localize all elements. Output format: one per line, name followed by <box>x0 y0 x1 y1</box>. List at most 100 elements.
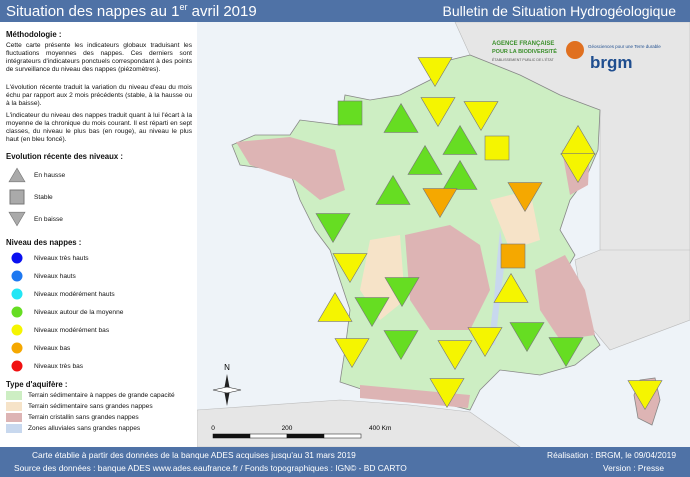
footer: Carte établie à partir des données de la… <box>0 447 690 477</box>
legend-symbol <box>11 342 23 354</box>
level-dot <box>11 270 23 282</box>
level-dot <box>11 306 23 318</box>
paragraph: L'indicateur du niveau des nappes tradui… <box>6 112 192 143</box>
triangle <box>354 297 390 328</box>
legend-label: Terrain cristallin sans grandes nappes <box>28 414 139 421</box>
triangle <box>429 378 465 409</box>
paragraph: Cette carte présente les indicateurs glo… <box>6 42 192 73</box>
section-title: Evolution récente des niveaux : <box>6 152 123 161</box>
north-label: N <box>224 363 230 372</box>
footer-text: Carte établie à partir des données de la… <box>32 450 356 460</box>
legend-row: Niveaux hauts <box>6 269 76 283</box>
logo-mark <box>566 41 584 59</box>
header: Situation des nappes au 1er avril 2019 B… <box>0 0 690 22</box>
title: Situation des nappes au 1er avril 2019 <box>6 2 257 20</box>
legend-row: Terrain sédimentaire sans grandes nappes <box>6 401 153 412</box>
legend-row: En baisse <box>6 209 63 229</box>
triangle <box>420 97 456 128</box>
swatch <box>6 402 22 411</box>
legend-symbol <box>8 211 26 227</box>
triangle <box>442 124 478 155</box>
triangle <box>417 57 453 88</box>
legend-label: Niveaux autour de la moyenne <box>34 308 124 316</box>
triangle <box>463 101 499 132</box>
triangle <box>437 340 473 371</box>
legend-row: Zones alluviales sans grandes nappes <box>6 423 140 434</box>
logo-text: AGENCE FRANÇAISE <box>492 41 554 47</box>
scale-bar <box>249 433 288 439</box>
legend-symbol <box>11 252 23 264</box>
legend-row: Terrain cristallin sans grandes nappes <box>6 412 139 423</box>
scale-label: 400 Km <box>369 425 391 432</box>
logo-text: POUR LA BIODIVERSITÉ <box>492 47 557 55</box>
triangle <box>548 337 584 368</box>
legend-label: En baisse <box>34 215 63 223</box>
legend-row: Terrain sédimentaire à nappes de grande … <box>6 390 175 401</box>
title-end: avril 2019 <box>187 3 257 20</box>
triangle <box>315 213 351 244</box>
triangle <box>384 277 420 308</box>
section-title: Méthodologie : <box>6 30 62 39</box>
neighbour <box>574 249 690 351</box>
legend-label: Stable <box>34 193 53 201</box>
triangle <box>383 102 419 133</box>
legend-symbol <box>6 391 22 400</box>
bulletin: Bulletin de Situation Hydrogéologique <box>442 3 677 19</box>
legend-row: En hausse <box>6 165 65 185</box>
title-sup: er <box>179 2 188 12</box>
triangle <box>407 144 443 175</box>
crystalline-zone <box>405 225 490 330</box>
legend-symbol <box>6 402 22 411</box>
swatch <box>6 424 22 433</box>
footer-text: Réalisation : BRGM, le 09/04/2019 <box>547 450 676 460</box>
legend-symbol <box>9 189 25 205</box>
triangle <box>8 211 26 227</box>
legend-label: Terrain sédimentaire à nappes de grande … <box>28 392 175 399</box>
legend-label: Niveaux très bas <box>34 362 84 370</box>
legend-row: Stable <box>6 187 53 207</box>
triangle <box>375 174 411 205</box>
crystalline-zone <box>360 385 470 408</box>
square <box>9 189 25 205</box>
legend-label: Niveaux hauts <box>34 272 76 280</box>
triangle <box>493 272 529 303</box>
marker <box>337 100 363 126</box>
triangle <box>442 159 478 190</box>
legend-row: Niveaux très bas <box>6 359 83 373</box>
triangle <box>422 188 458 219</box>
footer-text: Source des données : banque ADES www.ade… <box>14 463 407 473</box>
logo-text: Géosciences pour une Terre durable <box>588 44 661 49</box>
triangle <box>383 330 419 361</box>
legend-symbol <box>8 167 26 183</box>
swatch <box>6 391 22 400</box>
triangle <box>8 167 26 183</box>
legend-label: Terrain sédimentaire sans grandes nappes <box>28 403 153 410</box>
legend-row: Niveaux très hauts <box>6 251 89 265</box>
section-title: Niveau des nappes : <box>6 238 82 247</box>
legend-label: Niveaux très hauts <box>34 254 89 262</box>
side-panel: Méthodologie : Cette carte présente les … <box>0 22 196 447</box>
level-dot <box>11 288 23 300</box>
level-dot <box>11 252 23 264</box>
triangle <box>332 253 368 284</box>
north-arrow <box>212 386 242 394</box>
triangle <box>507 182 543 213</box>
footer-text: Version : Presse <box>603 463 664 473</box>
level-dot <box>11 324 23 336</box>
level-dot <box>11 342 23 354</box>
title-text: Situation des nappes au 1 <box>6 3 180 20</box>
scale-bar <box>286 433 325 439</box>
legend-label: Zones alluviales sans grandes nappes <box>28 425 141 432</box>
legend-symbol <box>11 324 23 336</box>
legend-symbol <box>6 413 22 422</box>
legend-symbol <box>11 360 23 372</box>
section-title: Type d'aquifère : <box>6 380 68 389</box>
scale-label: 200 <box>282 425 293 432</box>
swatch <box>6 413 22 422</box>
scale-label: 0 <box>211 425 215 432</box>
scale-bar <box>323 433 362 439</box>
scale-bar <box>212 433 251 439</box>
level-dot <box>11 360 23 372</box>
marker <box>484 135 510 161</box>
